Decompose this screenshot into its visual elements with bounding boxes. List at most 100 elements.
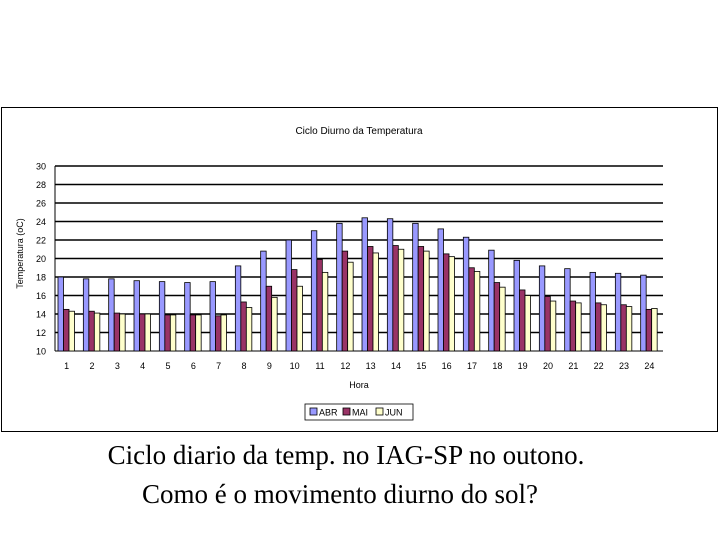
bar-jun — [372, 252, 379, 352]
legend-swatch-mai — [342, 407, 351, 416]
bar-jun — [600, 304, 607, 352]
x-tick-label: 4 — [140, 361, 145, 371]
bar-mai — [493, 282, 501, 352]
x-tick-label: 2 — [89, 361, 94, 371]
bar-abr — [488, 249, 495, 352]
bar-mai — [544, 296, 551, 352]
y-tick-label: 10 — [36, 347, 46, 357]
bar-mai — [88, 310, 95, 352]
y-tick-label: 22 — [36, 236, 46, 246]
legend-label-mai: MAI — [352, 408, 368, 418]
bar-abr — [82, 278, 90, 352]
bar-mai — [417, 246, 425, 352]
x-tick-label: 9 — [267, 361, 272, 371]
bar-abr — [614, 272, 622, 352]
chart-frame: Ciclo Diurno da Temperatura 10 12 14 16 18 20 2… — [1, 107, 718, 432]
legend-swatch-jun — [375, 407, 384, 416]
bar-mai — [164, 314, 171, 352]
x-tick-label: 5 — [165, 361, 170, 371]
y-tick-label: 16 — [36, 291, 46, 301]
bar-abr — [361, 217, 368, 352]
bar-mai — [519, 289, 526, 352]
bar-abr — [589, 271, 596, 352]
bar-jun — [397, 248, 405, 352]
bar-jun — [271, 296, 278, 352]
bar-jun — [448, 256, 455, 352]
bar-jun — [423, 250, 430, 352]
x-tick-label: 14 — [391, 361, 401, 371]
bar-abr — [386, 218, 394, 352]
bar-jun — [220, 314, 227, 352]
bar-jun — [499, 286, 506, 352]
bar-jun — [347, 261, 354, 352]
bar-mai — [468, 267, 475, 352]
y-tick-label: 28 — [36, 180, 46, 190]
bar-jun — [473, 271, 481, 352]
x-tick-label: 7 — [216, 361, 221, 371]
bar-abr — [285, 239, 292, 352]
y-tick-label: 18 — [36, 273, 46, 283]
caption-line-1: Ciclo diario da temp. no IAG-SP no outon… — [107, 440, 585, 470]
bar-mai — [341, 250, 349, 352]
bar-jun — [549, 300, 557, 352]
bar-jun — [68, 310, 75, 352]
bar-mai — [620, 304, 627, 352]
bar-mai — [595, 302, 602, 352]
bar-jun — [321, 271, 329, 352]
x-tick-label: 12 — [340, 361, 350, 371]
bar-abr — [57, 276, 64, 352]
bar-mai — [63, 308, 70, 352]
y-tick-label: 26 — [36, 199, 46, 209]
bar-mai — [569, 300, 577, 352]
x-tick-label: 20 — [543, 361, 553, 371]
bar-abr — [209, 281, 216, 352]
bar-mai — [291, 269, 298, 352]
bar-mai — [392, 245, 399, 352]
x-tick-label: 15 — [416, 361, 426, 371]
bar-abr — [184, 282, 191, 352]
x-tick-label: 10 — [290, 361, 300, 371]
bar-jun — [296, 285, 303, 352]
bar-mai — [443, 253, 450, 352]
bar-abr — [538, 265, 546, 352]
bar-abr — [564, 268, 571, 352]
x-tick-label: 19 — [518, 361, 528, 371]
bar-jun — [651, 308, 658, 352]
bar-abr — [108, 278, 115, 352]
bar-mai — [113, 312, 121, 352]
x-tick-label: 11 — [315, 361, 324, 371]
x-tick-label: 24 — [644, 361, 654, 371]
y-tick-label: 14 — [36, 310, 46, 320]
x-tick-label: 3 — [115, 361, 120, 371]
bar-jun — [93, 312, 101, 352]
x-tick-label: 13 — [366, 361, 376, 371]
y-axis-label: Temperatura (oC) — [15, 218, 25, 289]
legend-label-abr: ABR — [319, 408, 338, 418]
y-tick-label: 30 — [36, 162, 46, 172]
x-tick-label: 16 — [442, 361, 452, 371]
bar-abr — [437, 228, 444, 352]
bar-jun — [144, 313, 151, 352]
bar-jun — [119, 313, 126, 352]
bar-jun — [575, 302, 582, 352]
x-tick-label: 1 — [64, 361, 69, 371]
y-tick-label: 20 — [36, 254, 46, 264]
bar-mai — [139, 313, 146, 352]
bar-jun — [195, 314, 202, 352]
bar-jun — [524, 295, 531, 352]
x-axis-label: Hora — [349, 380, 369, 390]
bar-jun — [169, 314, 177, 352]
bar-abr — [234, 265, 242, 352]
bar-abr — [336, 222, 343, 352]
bar-mai — [189, 314, 197, 352]
legend-label-jun: JUN — [385, 408, 403, 418]
chart-title: Ciclo Diurno da Temperatura — [295, 126, 423, 137]
x-tick-label: 23 — [619, 361, 629, 371]
bar-abr — [158, 281, 166, 352]
x-tick-label: 6 — [191, 361, 196, 371]
x-tick-label: 17 — [467, 361, 477, 371]
bar-abr — [640, 274, 647, 352]
bar-abr — [260, 250, 267, 352]
x-tick-label: 21 — [568, 361, 578, 371]
x-tick-label: 8 — [241, 361, 246, 371]
